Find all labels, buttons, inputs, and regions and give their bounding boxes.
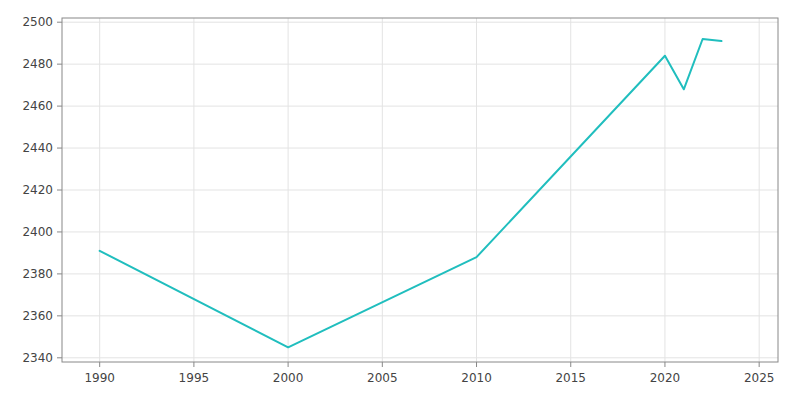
y-grid-line [62, 357, 778, 358]
x-tick [476, 362, 477, 367]
x-tick [382, 362, 383, 367]
y-grid-line [62, 190, 778, 191]
y-tick [57, 190, 62, 191]
y-grid-line [62, 273, 778, 274]
x-tick [570, 362, 571, 367]
x-tick [193, 362, 194, 367]
y-tick [57, 357, 62, 358]
y-tick-label: 2440 [22, 141, 53, 155]
y-tick-label: 2500 [22, 15, 53, 29]
tick-labels: 1990 1995 2000 2005 2010 2015 2020 2025 2340 2360… [22, 15, 774, 385]
x-tick [99, 362, 100, 367]
x-tick-label: 2000 [273, 371, 304, 385]
grid [62, 18, 778, 362]
y-tick-label: 2460 [22, 99, 53, 113]
x-tick-label: 2020 [650, 371, 681, 385]
plot-frame [62, 18, 778, 362]
plot-background [62, 18, 778, 362]
x-tick-label: 2010 [461, 371, 492, 385]
y-tick-label: 2480 [22, 57, 53, 71]
y-tick [57, 231, 62, 232]
y-tick [57, 148, 62, 149]
x-tick-label: 1990 [84, 371, 115, 385]
chart: 1990 1995 2000 2005 2010 2015 2020 2025 2340 2360… [0, 0, 800, 400]
y-tick [57, 273, 62, 274]
series [100, 39, 722, 347]
y-grid-line [62, 231, 778, 232]
y-tick [57, 64, 62, 65]
y-tick-label: 2400 [22, 225, 53, 239]
y-tick-label: 2420 [22, 183, 53, 197]
y-grid-line [62, 106, 778, 107]
y-tick [57, 315, 62, 316]
y-tick [57, 106, 62, 107]
x-tick-label: 2005 [367, 371, 398, 385]
x-tick-label: 2025 [744, 371, 775, 385]
y-grid-line [62, 22, 778, 23]
x-tick-label: 1995 [179, 371, 210, 385]
x-tick [288, 362, 289, 367]
y-tick-label: 2360 [22, 309, 53, 323]
y-grid-line [62, 315, 778, 316]
line [100, 39, 722, 347]
chart-container: 1990 1995 2000 2005 2010 2015 2020 2025 2340 2360… [0, 0, 800, 400]
y-tick [57, 22, 62, 23]
x-tick [759, 362, 760, 367]
y-tick-label: 2340 [22, 351, 53, 365]
y-grid-line [62, 148, 778, 149]
x-tick-label: 2015 [555, 371, 586, 385]
y-tick-label: 2380 [22, 267, 53, 281]
x-tick [664, 362, 665, 367]
